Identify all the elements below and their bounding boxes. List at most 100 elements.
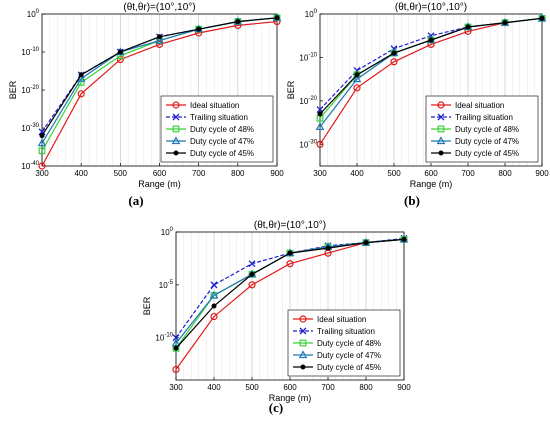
data-point (352, 74, 362, 83)
x-tick-label: 900 (397, 383, 411, 392)
data-point (286, 260, 294, 268)
data-point (502, 20, 508, 26)
legend-entry: Duty cycle of 48% (317, 339, 381, 348)
legend-marker (437, 125, 445, 133)
data-point (196, 26, 202, 32)
legend-entry: Duty cycle of 45% (190, 149, 254, 158)
data-point (248, 260, 256, 268)
data-point (77, 90, 85, 98)
data-point (315, 122, 325, 131)
series-5 (173, 236, 407, 351)
data-point (116, 55, 124, 64)
chart-panel-1: 300 400 500 600 700 800 900 10-40 10-30 10-20 10-1… (8, 2, 284, 189)
data-point (363, 240, 369, 246)
legend-entry: Duty cycle of 47% (190, 137, 254, 146)
series-5 (39, 15, 280, 139)
legend: Ideal situation Trailing situation Duty cy… (160, 95, 274, 163)
x-tick-label: 900 (270, 169, 284, 178)
legend-marker (172, 125, 180, 133)
y-tick-label: 10-5 (159, 280, 174, 290)
x-tick-label: 300 (35, 169, 49, 178)
y-tick-label: 10-30 (21, 123, 39, 133)
legend: Ideal situation Trailing situation Duty cy… (287, 309, 401, 377)
y-tick-label: 10-10 (155, 333, 173, 343)
legend-marker (436, 136, 446, 145)
legend-entry: Trailing situation (190, 113, 248, 122)
data-point (155, 40, 164, 49)
data-point (155, 35, 164, 44)
x-tick-label: 500 (114, 169, 128, 178)
x-tick-label: 400 (350, 169, 364, 178)
data-point (325, 245, 331, 251)
data-point (354, 72, 360, 78)
panel-caption: (c) (269, 400, 283, 415)
data-point (391, 50, 397, 56)
data-point (171, 338, 181, 347)
y-tick-label: 100 (305, 9, 318, 19)
legend-entry: Duty cycle of 48% (455, 125, 519, 134)
y-tick-label: 10-10 (21, 47, 39, 57)
legend-entry: Ideal situation (190, 101, 239, 110)
data-point (353, 84, 361, 92)
data-point (353, 71, 361, 79)
data-point (39, 133, 45, 139)
y-tick-label: 10-40 (21, 161, 39, 171)
chart-title: (θt,θr)=(10°,10°) (123, 2, 195, 13)
x-tick-label: 700 (192, 169, 206, 178)
legend-entry: Duty cycle of 47% (317, 351, 381, 360)
chart-panel-2: 300 400 500 600 700 800 900 10-30 10-20 10-10 100 (… (286, 2, 549, 189)
series-5 (317, 15, 545, 117)
x-axis-label: Range (m) (138, 179, 181, 189)
y-axis-label: BER (142, 296, 152, 315)
x-tick-label: 900 (535, 169, 549, 178)
data-point (428, 37, 434, 43)
x-tick-label: 300 (313, 169, 327, 178)
x-tick-label: 600 (153, 169, 167, 178)
legend-marker (299, 315, 307, 323)
x-tick-label: 700 (321, 383, 335, 392)
data-point (316, 140, 324, 148)
data-point (173, 345, 179, 351)
y-tick-label: 100 (161, 227, 174, 237)
data-point (211, 303, 217, 309)
data-point (209, 290, 219, 299)
y-tick-label: 10-20 (299, 96, 317, 106)
legend-marker (438, 150, 444, 156)
data-point (38, 128, 46, 136)
data-point (38, 162, 46, 170)
legend-marker (171, 136, 181, 145)
legend-marker (300, 364, 306, 370)
data-point (287, 250, 293, 256)
x-axis-label: Range (m) (269, 393, 312, 403)
x-tick-label: 300 (169, 383, 183, 392)
legend-entry: Duty cycle of 48% (190, 125, 254, 134)
legend-marker (298, 350, 308, 359)
data-point (210, 281, 218, 289)
y-axis-label: BER (286, 80, 296, 99)
x-tick-label: 800 (498, 169, 512, 178)
legend-marker (299, 327, 307, 335)
legend-entry: Ideal situation (317, 315, 366, 324)
panel-caption: (b) (404, 193, 420, 208)
data-point (37, 138, 47, 147)
x-tick-label: 700 (461, 169, 475, 178)
y-tick-label: 100 (27, 9, 40, 19)
data-point (248, 281, 256, 289)
x-tick-label: 500 (245, 383, 259, 392)
x-tick-label: 800 (231, 169, 245, 178)
data-point (38, 147, 46, 155)
legend-entry: Duty cycle of 47% (455, 137, 519, 146)
legend-marker (172, 101, 180, 109)
legend-marker (173, 150, 179, 156)
data-point (210, 312, 218, 321)
data-point (274, 15, 280, 21)
data-point (465, 24, 471, 30)
legend: Ideal situation Trailing situation Duty cy… (425, 95, 539, 163)
y-tick-label: 10-20 (21, 85, 39, 95)
data-point (117, 49, 123, 55)
data-point (390, 58, 398, 66)
x-tick-label: 600 (424, 169, 438, 178)
x-tick-label: 500 (387, 169, 401, 178)
